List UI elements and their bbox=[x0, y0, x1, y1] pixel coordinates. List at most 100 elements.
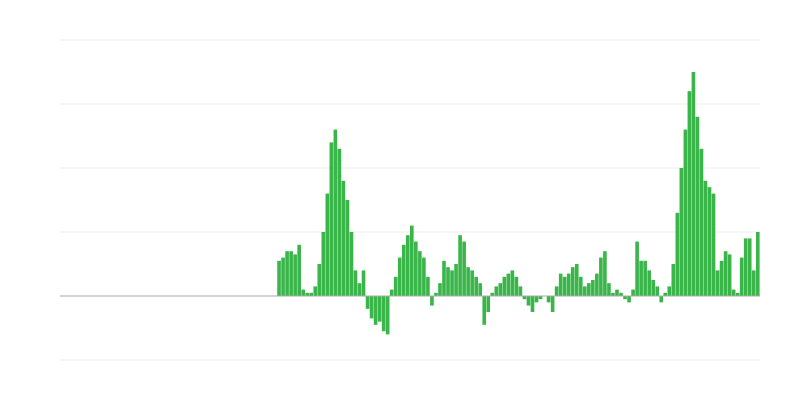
bar bbox=[719, 260, 724, 296]
bar bbox=[591, 280, 595, 296]
bar bbox=[470, 270, 474, 296]
bar bbox=[546, 296, 551, 303]
bar bbox=[562, 276, 567, 296]
bar bbox=[550, 296, 555, 312]
bar bbox=[478, 283, 483, 296]
bar bbox=[438, 283, 442, 296]
bar bbox=[494, 286, 499, 296]
bar bbox=[490, 292, 495, 296]
bar bbox=[389, 289, 394, 296]
bar bbox=[309, 292, 314, 296]
bar bbox=[321, 232, 326, 296]
bar bbox=[731, 289, 736, 296]
bar bbox=[482, 296, 487, 325]
bar bbox=[643, 260, 647, 296]
bar bbox=[751, 270, 756, 296]
bar bbox=[410, 225, 414, 296]
bar bbox=[683, 129, 688, 296]
bar bbox=[611, 292, 615, 296]
bar bbox=[526, 296, 531, 306]
bar bbox=[566, 273, 571, 296]
bar bbox=[281, 257, 285, 296]
bar bbox=[687, 91, 692, 296]
bar bbox=[679, 168, 684, 296]
bar bbox=[667, 286, 672, 296]
bar bbox=[570, 267, 575, 296]
bar bbox=[285, 251, 289, 296]
bar bbox=[369, 296, 374, 319]
bar bbox=[518, 286, 523, 296]
bar bbox=[663, 292, 668, 296]
bar bbox=[357, 283, 362, 296]
bar bbox=[574, 264, 579, 296]
bar bbox=[595, 273, 599, 296]
bar bbox=[434, 292, 438, 296]
bar bbox=[619, 292, 623, 296]
bar bbox=[277, 260, 281, 296]
bar bbox=[599, 257, 603, 296]
bar bbox=[510, 270, 515, 296]
bar bbox=[474, 276, 478, 296]
bar bbox=[393, 276, 398, 296]
bar bbox=[293, 254, 297, 296]
bar bbox=[506, 273, 511, 296]
bar bbox=[747, 238, 752, 296]
bar bbox=[466, 267, 470, 296]
bar bbox=[317, 264, 322, 296]
bar bbox=[707, 187, 712, 296]
bar bbox=[639, 260, 643, 296]
bar bbox=[554, 286, 559, 296]
bar bbox=[739, 257, 744, 296]
bar bbox=[582, 286, 587, 296]
bar bbox=[587, 283, 591, 296]
bar bbox=[289, 251, 293, 296]
bar bbox=[405, 235, 410, 296]
bar bbox=[385, 296, 390, 335]
bar bbox=[450, 270, 454, 296]
bar bbox=[534, 296, 539, 303]
bar bbox=[691, 72, 696, 296]
bar bbox=[361, 270, 366, 296]
bar bbox=[715, 270, 720, 296]
bar bbox=[727, 254, 732, 296]
bar bbox=[422, 257, 426, 296]
bar bbox=[301, 289, 305, 296]
bar bbox=[462, 241, 466, 296]
bar bbox=[603, 251, 607, 296]
bar bbox=[305, 292, 310, 296]
bar bbox=[655, 286, 660, 296]
bar bbox=[675, 212, 680, 296]
bar bbox=[755, 232, 760, 296]
bar bbox=[397, 257, 402, 296]
bar bbox=[711, 193, 716, 296]
bar bbox=[313, 286, 318, 296]
bar bbox=[635, 241, 639, 296]
bar bbox=[514, 276, 519, 296]
bar bbox=[345, 200, 350, 296]
bar bbox=[578, 276, 583, 296]
bar bbox=[430, 296, 434, 306]
bar bbox=[723, 251, 728, 296]
bar bbox=[498, 283, 503, 296]
bar bbox=[365, 296, 370, 309]
bar bbox=[426, 276, 430, 296]
bar bbox=[703, 180, 708, 296]
bar bbox=[695, 116, 700, 296]
bar bbox=[446, 267, 450, 296]
bar bbox=[735, 292, 740, 296]
bar bbox=[349, 232, 354, 296]
bar bbox=[651, 280, 655, 296]
bar bbox=[442, 260, 446, 296]
bar bbox=[631, 289, 635, 296]
bar bbox=[381, 296, 386, 332]
bar bbox=[333, 129, 338, 296]
bar bbox=[530, 296, 535, 312]
bar bbox=[671, 264, 676, 296]
bar bbox=[454, 264, 458, 296]
bar bbox=[373, 296, 378, 325]
bar bbox=[401, 244, 406, 296]
bar bbox=[538, 296, 543, 300]
bar bbox=[743, 238, 748, 296]
bar bbox=[699, 148, 704, 296]
